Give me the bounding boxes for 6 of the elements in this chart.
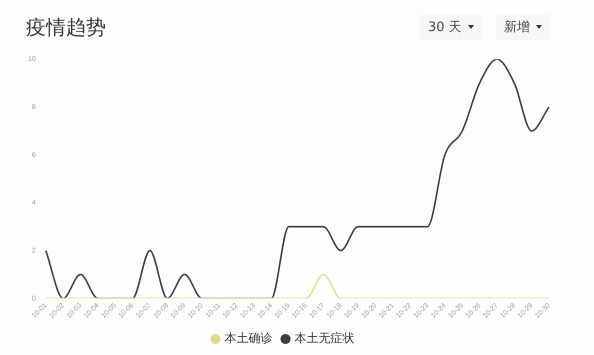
dropdown: 30 天: [420, 14, 482, 40]
chart-title: 疫情趋势: [26, 14, 106, 41]
line-series: [44, 59, 550, 298]
legend-label: 本土确诊: [224, 331, 272, 346]
dropdown: 新增: [496, 14, 550, 40]
legend-label: 本土无症状: [294, 331, 354, 346]
